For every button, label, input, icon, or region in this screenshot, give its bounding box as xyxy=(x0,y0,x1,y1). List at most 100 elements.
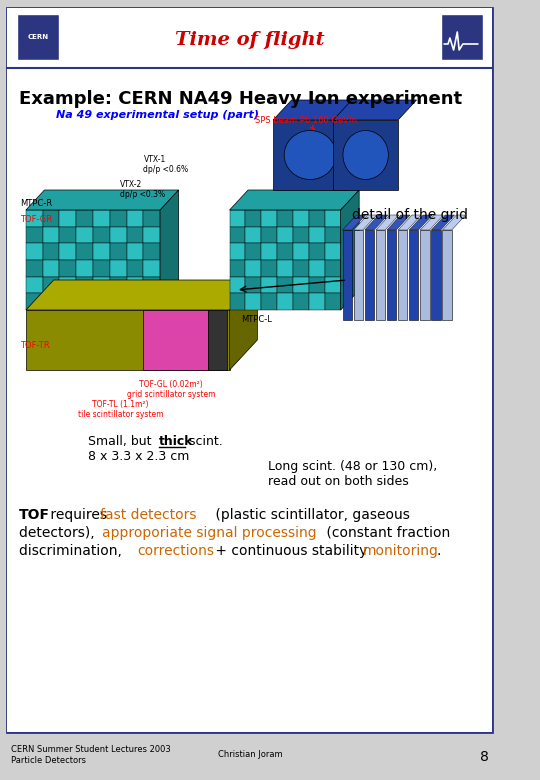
Bar xyxy=(309,227,325,243)
Bar xyxy=(59,260,76,277)
Bar xyxy=(342,230,352,320)
Bar xyxy=(309,260,325,277)
Text: detail of the grid: detail of the grid xyxy=(352,208,468,222)
Text: SPS beam Pb 160 GeV/n: SPS beam Pb 160 GeV/n xyxy=(254,115,357,129)
Bar xyxy=(126,293,143,310)
Bar xyxy=(246,260,261,277)
Bar xyxy=(26,260,43,277)
Text: Small, but: Small, but xyxy=(88,435,156,448)
Bar xyxy=(26,243,43,260)
Bar xyxy=(43,227,59,243)
Text: detectors),: detectors), xyxy=(18,526,98,540)
Text: CERN Summer Student Lectures 2003: CERN Summer Student Lectures 2003 xyxy=(11,745,171,754)
Text: discrimination,: discrimination, xyxy=(18,544,126,558)
Ellipse shape xyxy=(343,130,388,179)
Bar xyxy=(277,293,293,310)
Polygon shape xyxy=(431,215,455,230)
Bar xyxy=(8,68,492,732)
Polygon shape xyxy=(230,190,359,210)
Polygon shape xyxy=(420,215,443,230)
Bar xyxy=(261,293,277,310)
Bar xyxy=(208,310,227,370)
Bar xyxy=(110,277,126,293)
Text: scint.: scint. xyxy=(185,435,223,448)
Polygon shape xyxy=(230,280,258,370)
Bar xyxy=(277,277,293,293)
Bar xyxy=(246,227,261,243)
Text: corrections: corrections xyxy=(137,544,214,558)
Bar xyxy=(43,260,59,277)
Bar xyxy=(376,230,385,320)
Bar xyxy=(93,260,110,277)
Bar xyxy=(76,260,93,277)
Text: Long scint. (48 or 130 cm),: Long scint. (48 or 130 cm), xyxy=(268,460,438,473)
Polygon shape xyxy=(442,215,465,230)
Bar xyxy=(110,260,126,277)
Polygon shape xyxy=(398,215,421,230)
Text: (plastic scintillator, gaseous: (plastic scintillator, gaseous xyxy=(211,508,410,522)
Bar xyxy=(354,230,363,320)
Bar xyxy=(246,293,261,310)
Bar xyxy=(110,293,126,310)
Text: MTPC-R: MTPC-R xyxy=(21,199,52,208)
Bar xyxy=(325,243,341,260)
Text: TOF-GL (0.02m²)
grid scintillator system: TOF-GL (0.02m²) grid scintillator system xyxy=(127,380,215,399)
Bar xyxy=(43,277,59,293)
Bar xyxy=(261,260,277,277)
Bar xyxy=(261,227,277,243)
Bar xyxy=(409,230,418,320)
Text: TOF-GR: TOF-GR xyxy=(21,215,52,224)
Bar xyxy=(76,227,93,243)
Ellipse shape xyxy=(284,130,336,179)
Text: MTPC-L: MTPC-L xyxy=(241,315,272,324)
Bar xyxy=(8,8,492,68)
Text: TOF-TR: TOF-TR xyxy=(21,341,50,349)
Polygon shape xyxy=(409,215,433,230)
Text: VTX-1
dp/p <0.6%: VTX-1 dp/p <0.6% xyxy=(144,155,188,175)
Bar xyxy=(143,260,160,277)
Polygon shape xyxy=(333,100,416,120)
Bar xyxy=(441,14,483,60)
Bar xyxy=(143,277,160,293)
Text: Time of flight: Time of flight xyxy=(175,31,325,49)
Bar xyxy=(59,293,76,310)
Bar xyxy=(26,210,43,227)
Bar xyxy=(420,230,429,320)
Bar xyxy=(93,227,110,243)
Bar xyxy=(76,277,93,293)
Polygon shape xyxy=(341,190,359,310)
Bar xyxy=(293,243,309,260)
Bar xyxy=(126,210,143,227)
Bar xyxy=(261,243,277,260)
Text: Na 49 experimental setup (part): Na 49 experimental setup (part) xyxy=(56,110,259,120)
Text: 8: 8 xyxy=(480,750,489,764)
Text: Particle Detectors: Particle Detectors xyxy=(11,756,86,765)
Bar xyxy=(364,230,374,320)
Bar xyxy=(293,227,309,243)
Bar xyxy=(293,277,309,293)
Bar xyxy=(110,227,126,243)
Bar xyxy=(246,210,261,227)
Bar xyxy=(325,210,341,227)
Text: fast detectors: fast detectors xyxy=(100,508,197,522)
Bar xyxy=(309,277,325,293)
Bar xyxy=(261,277,277,293)
Bar xyxy=(325,277,341,293)
Bar xyxy=(246,277,261,293)
Polygon shape xyxy=(26,280,258,310)
Bar xyxy=(277,243,293,260)
Bar xyxy=(143,293,160,310)
Bar xyxy=(230,210,246,227)
Text: VTX-2
dp/p <0.3%: VTX-2 dp/p <0.3% xyxy=(120,180,165,200)
Bar xyxy=(143,227,160,243)
Bar xyxy=(309,210,325,227)
Bar xyxy=(26,227,43,243)
Bar xyxy=(293,293,309,310)
Bar xyxy=(26,310,230,370)
Bar xyxy=(230,293,246,310)
Text: Christian Joram: Christian Joram xyxy=(218,750,282,759)
Polygon shape xyxy=(376,215,399,230)
Text: + continuous stability: + continuous stability xyxy=(211,544,372,558)
Text: Example: CERN NA49 Heavy Ion experiment: Example: CERN NA49 Heavy Ion experiment xyxy=(18,90,462,108)
Bar xyxy=(17,14,59,60)
